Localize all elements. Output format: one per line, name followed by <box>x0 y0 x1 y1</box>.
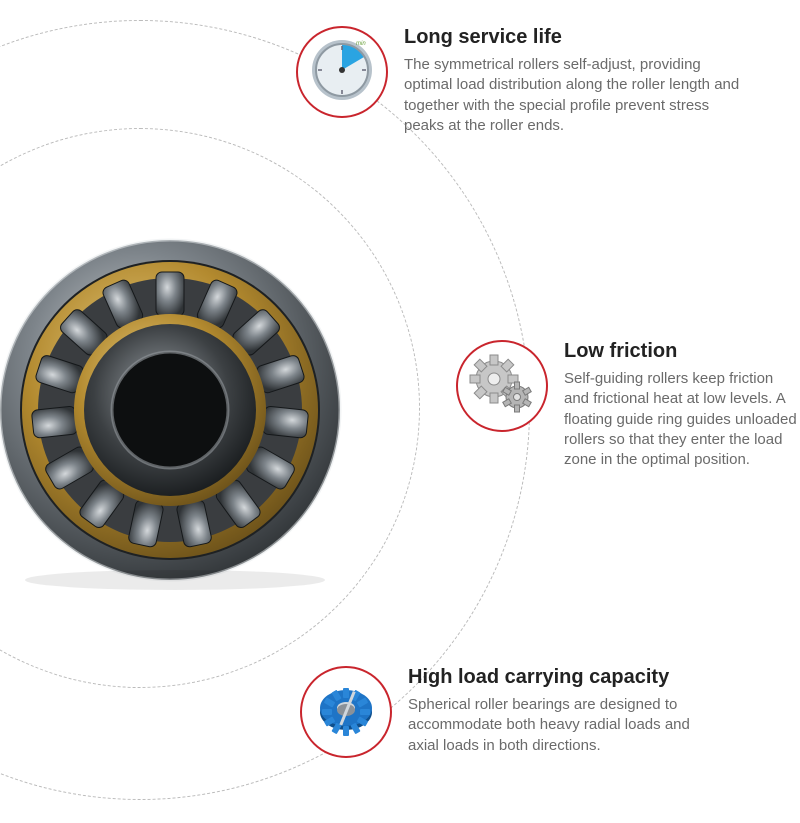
gears-icon <box>467 349 537 424</box>
feature-long-service-life: min Long service life The symmetrical ro… <box>296 26 744 136</box>
feature-text: Low friction Self-guiding rollers keep f… <box>564 340 800 470</box>
feature-desc: Spherical roller bearings are designed t… <box>408 695 708 756</box>
blue-gear-icon <box>311 675 381 750</box>
feature-text: High load carrying capacity Spherical ro… <box>408 666 708 756</box>
feature-low-friction: Low friction Self-guiding rollers keep f… <box>456 340 800 470</box>
feature-text: Long service life The symmetrical roller… <box>404 26 744 136</box>
bearing-image <box>0 230 370 590</box>
feature-badge <box>456 340 548 432</box>
feature-high-load: High load carrying capacity Spherical ro… <box>300 666 708 758</box>
svg-text:min: min <box>356 41 366 47</box>
clock-icon: min <box>307 35 377 110</box>
feature-badge: min <box>296 26 388 118</box>
feature-title: High load carrying capacity <box>408 666 708 689</box>
feature-title: Low friction <box>564 340 800 363</box>
feature-desc: The symmetrical rollers self-adjust, pro… <box>404 55 744 136</box>
feature-desc: Self-guiding rollers keep friction and f… <box>564 369 800 470</box>
feature-title: Long service life <box>404 26 744 49</box>
feature-badge <box>300 666 392 758</box>
